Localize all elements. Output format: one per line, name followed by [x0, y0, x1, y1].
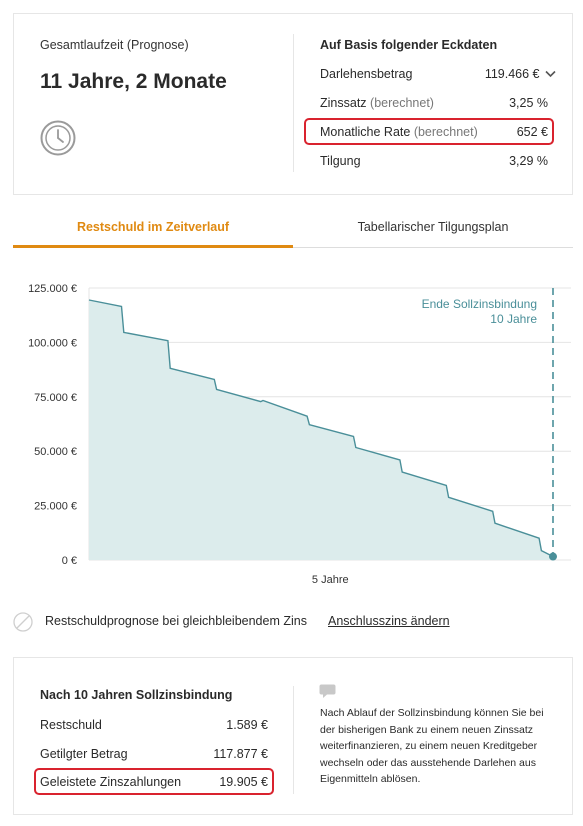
- interest-paid-value: 19.905 €: [219, 775, 268, 789]
- interest-paid-highlight: [34, 768, 274, 795]
- basis-title: Auf Basis folgender Eckdaten: [320, 38, 498, 52]
- disabled-circle-icon: [13, 612, 33, 632]
- clock-icon: [40, 120, 76, 156]
- divider: [293, 686, 294, 794]
- summary-card: Gesamtlaufzeit (Prognose) 11 Jahre, 2 Mo…: [13, 13, 573, 195]
- repaid-amount-value: 117.877 €: [213, 747, 268, 761]
- y-tick-label: 100.000 €: [28, 337, 77, 349]
- duration-value: 11 Jahre, 2 Monate: [40, 70, 227, 93]
- tab-repayment-table[interactable]: Tabellarischer Tilgungsplan: [293, 210, 573, 248]
- monthly-rate-highlight: [304, 118, 554, 145]
- monthly-rate-value: 652 €: [516, 125, 548, 139]
- after-title: Nach 10 Jahren Sollzinsbindung: [40, 688, 233, 702]
- info-text: Nach Ablauf der Sollzinsbindung können S…: [320, 707, 544, 785]
- chevron-down-icon: [545, 67, 556, 81]
- loan-amount-label: Darlehensbetrag: [320, 67, 413, 81]
- forecast-note: Restschuldprognose bei gleichbleibendem …: [13, 610, 573, 634]
- interest-rate-label: Zinssatz (berechnet): [320, 96, 434, 110]
- divider: [293, 34, 294, 172]
- y-tick-label: 25.000 €: [34, 501, 77, 513]
- interest-paid-label: Geleistete Zinszahlungen: [40, 775, 182, 789]
- speech-bubble-icon: [319, 684, 336, 699]
- tab-restschuld-chart[interactable]: Restschuld im Zeitverlauf: [13, 210, 293, 248]
- annotation-line-1: Ende Sollzinsbindung: [422, 297, 537, 311]
- x-tick-label: 5 Jahre: [312, 574, 349, 586]
- residual-debt-value: 1.589 €: [226, 718, 268, 732]
- y-tick-label: 0 €: [62, 555, 77, 567]
- duration-label: Gesamtlaufzeit (Prognose): [40, 38, 189, 52]
- repaid-amount-label: Getilgter Betrag: [40, 747, 128, 761]
- forecast-note-text: Restschuldprognose bei gleichbleibendem …: [45, 614, 307, 628]
- monthly-rate-label: Monatliche Rate (berechnet): [320, 125, 478, 139]
- loan-amount-value[interactable]: 119.466 €: [484, 67, 556, 81]
- residual-debt-label: Restschuld: [40, 718, 102, 732]
- restschuld-chart: 125.000 € 100.000 € 75.000 € 50.000 € 25.000…: [28, 283, 571, 586]
- annotation-line-2: 10 Jahre: [490, 312, 537, 326]
- after-fixed-period-card: Nach 10 Jahren Sollzinsbindung Restschul…: [13, 657, 573, 815]
- interest-rate-value: 3,25 %: [509, 96, 548, 110]
- chart-end-point[interactable]: [549, 552, 557, 561]
- repayment-label: Tilgung: [320, 154, 361, 168]
- y-tick-label: 125.000 €: [28, 283, 77, 295]
- change-followup-rate-link[interactable]: Anschlusszins ändern: [328, 614, 450, 628]
- chart-area-fill: [89, 300, 553, 560]
- chart-series-line: [88, 299, 554, 558]
- repayment-value: 3,29 %: [509, 154, 548, 168]
- y-tick-label: 75.000 €: [34, 392, 77, 404]
- y-tick-label: 50.000 €: [34, 446, 77, 458]
